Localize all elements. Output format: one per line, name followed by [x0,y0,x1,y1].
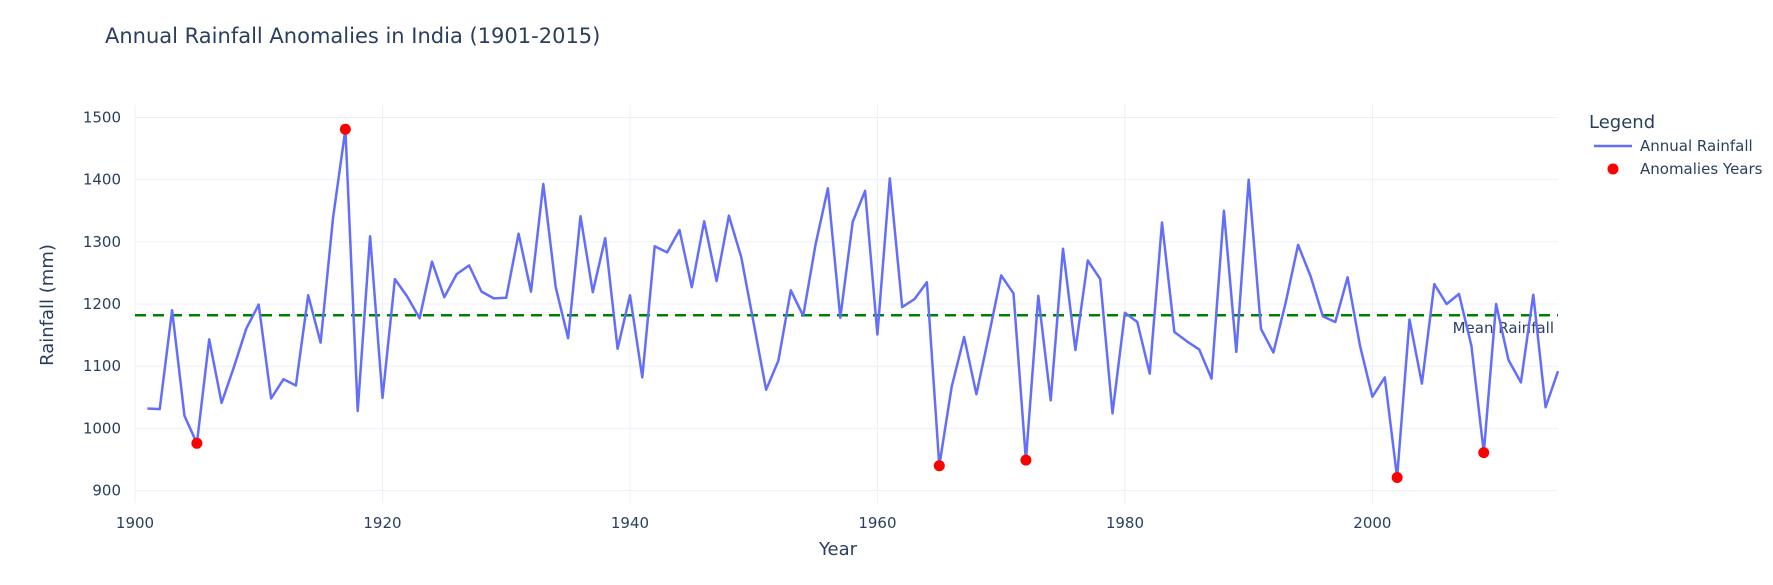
annual-rainfall-line [147,128,1560,479]
x-tick-label: 2000 [1353,514,1391,532]
anomaly-points [191,123,1490,484]
y-tick-label: 1000 [83,419,121,437]
legend-label-anomalies-years[interactable]: Anomalies Years [1640,160,1763,178]
anomaly-point [1391,472,1403,484]
chart-title: Annual Rainfall Anomalies in India (1901… [105,24,600,48]
legend-label-annual-rainfall[interactable]: Annual Rainfall [1640,137,1753,155]
x-tick-label: 1960 [858,514,896,532]
legend-dot-swatch[interactable] [1607,163,1619,175]
y-tick-label: 1200 [83,295,121,313]
y-tick-label: 900 [92,482,121,500]
y-tick-label: 1500 [83,108,121,126]
anomaly-point [339,123,351,135]
legend: Legend Annual Rainfall Anomalies Years [1589,112,1763,178]
y-axis-ticks: 900 1000 1100 1200 1300 1400 1500 [83,108,121,499]
anomaly-point [1020,454,1032,466]
anomaly-point [933,460,945,472]
y-tick-label: 1400 [83,171,121,189]
x-tick-label: 1940 [611,514,649,532]
grid [134,105,1558,503]
legend-title: Legend [1589,112,1655,133]
x-tick-label: 1900 [116,514,154,532]
y-axis-title: Rainfall (mm) [37,244,58,366]
x-axis-ticks: 1900 1920 1940 1960 1980 2000 [116,514,1392,532]
y-tick-label: 1300 [83,233,121,251]
anomaly-point [1478,447,1490,459]
x-axis-title: Year [818,539,858,560]
anomaly-point [191,437,203,449]
x-tick-label: 1980 [1106,514,1144,532]
y-tick-label: 1100 [83,357,121,375]
x-tick-label: 1920 [363,514,401,532]
